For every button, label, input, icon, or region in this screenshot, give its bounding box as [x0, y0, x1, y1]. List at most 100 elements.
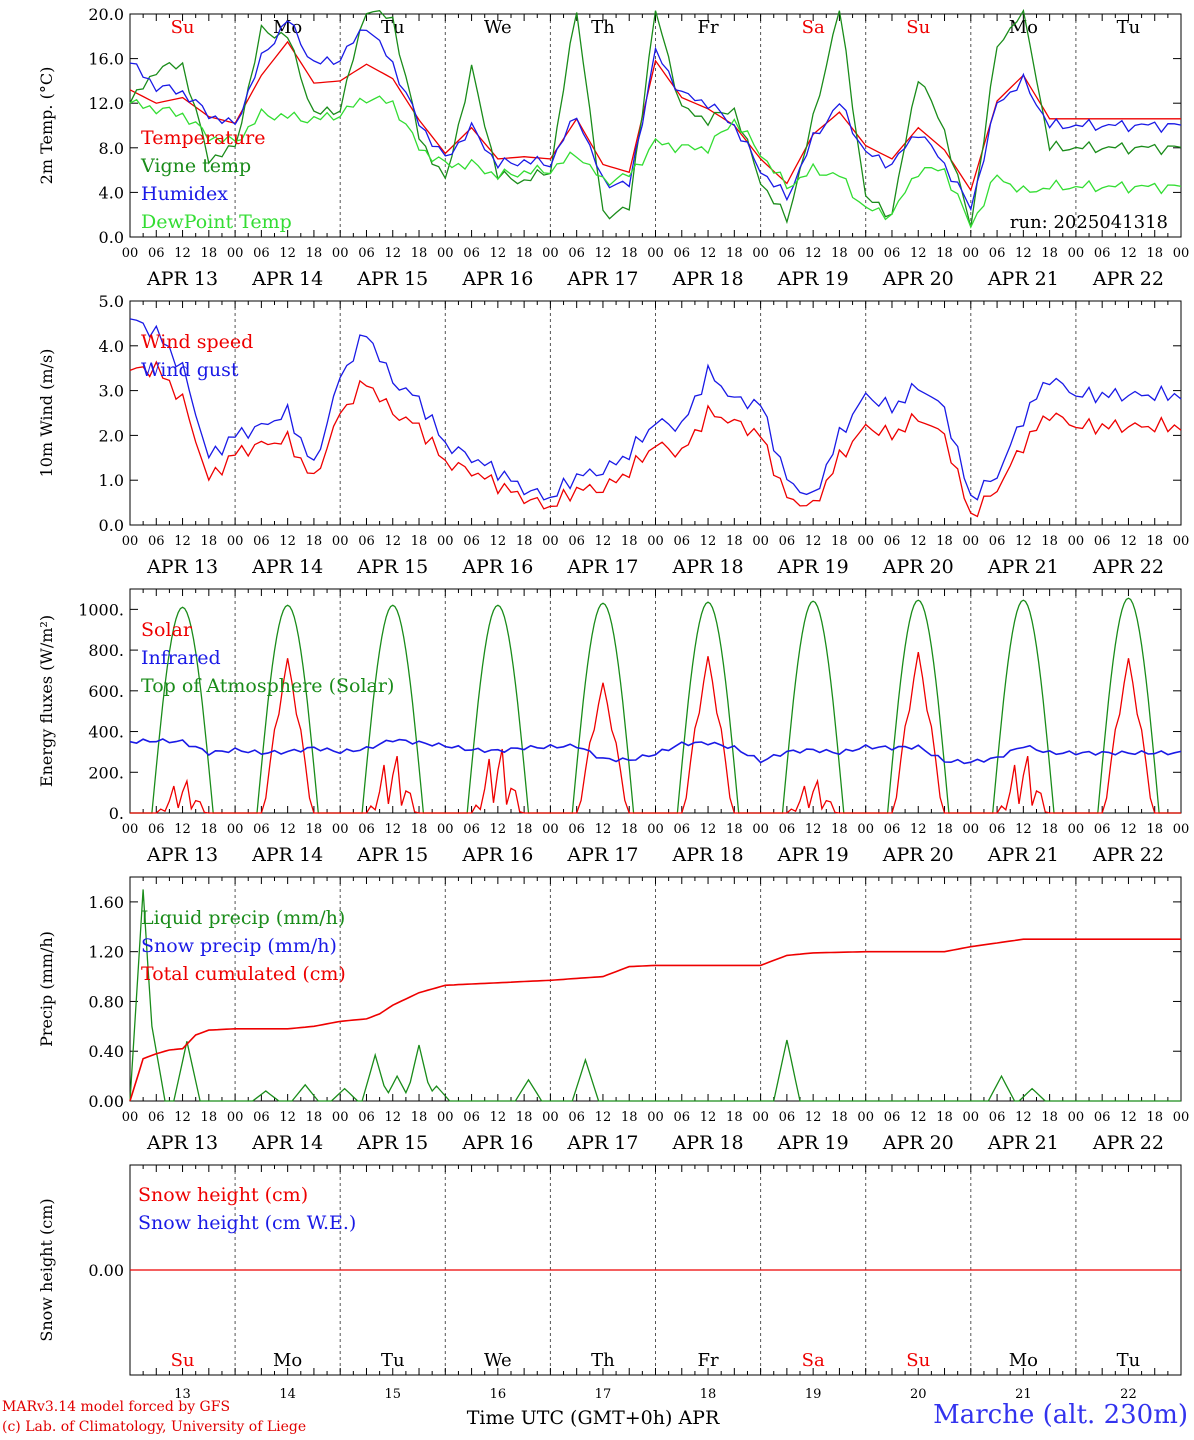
date-label: APR 13 — [146, 556, 218, 578]
hour-label: 12 — [910, 534, 927, 549]
hour-label: 06 — [358, 246, 375, 261]
hour-label: 18 — [516, 822, 533, 837]
run-label: run: 2025041318 — [1010, 212, 1168, 233]
series-infrared — [129, 738, 1182, 765]
date-label: APR 14 — [251, 844, 323, 866]
y-tick-label: 4.0 — [99, 183, 124, 202]
legend-entry: Temperature — [141, 127, 265, 149]
day-number: 19 — [805, 1387, 822, 1402]
hour-label: 06 — [568, 246, 585, 261]
hour-label: 00 — [332, 822, 349, 837]
hour-label: 18 — [1041, 534, 1058, 549]
legend-entry: Snow height (cm) — [138, 1184, 308, 1206]
date-label: APR 16 — [461, 844, 533, 866]
day-number: 14 — [279, 1387, 296, 1402]
date-label: APR 19 — [777, 1132, 849, 1154]
legend-entry: Humidex — [141, 183, 228, 205]
hour-label: 06 — [884, 534, 901, 549]
y-tick-label: 400. — [88, 723, 124, 742]
date-label: APR 16 — [461, 556, 533, 578]
legend-entry: Total cumulated (cm) — [141, 963, 346, 985]
hour-label: 00 — [1173, 534, 1190, 549]
y-tick-label: 1.20 — [88, 943, 124, 962]
y-axis-label: Energy fluxes (W/m²) — [37, 615, 56, 787]
date-label: APR 17 — [566, 268, 638, 290]
date-label: APR 17 — [566, 844, 638, 866]
hour-label: 18 — [516, 246, 533, 261]
date-label: APR 20 — [882, 556, 954, 578]
y-axis-label: Snow height (cm) — [37, 1198, 56, 1341]
hour-label: 12 — [490, 246, 507, 261]
legend-entry: Vigne temp — [140, 155, 251, 177]
hour-label: 12 — [1015, 534, 1032, 549]
hour-label: 18 — [831, 534, 848, 549]
hour-label: 12 — [805, 822, 822, 837]
hour-label: 18 — [1146, 246, 1163, 261]
y-axis-label: Precip (mm/h) — [37, 931, 56, 1047]
hour-label: 18 — [726, 534, 743, 549]
hour-label: 06 — [358, 1110, 375, 1125]
date-label: APR 18 — [672, 268, 744, 290]
series-solar — [130, 651, 1181, 814]
date-label: APR 16 — [461, 1132, 533, 1154]
hour-label: 00 — [332, 246, 349, 261]
hour-label: 00 — [857, 822, 874, 837]
hour-label: 12 — [805, 246, 822, 261]
date-label: APR 13 — [146, 1132, 218, 1154]
weekday-label: Mo — [1009, 1350, 1038, 1371]
hour-label: 00 — [963, 246, 980, 261]
y-tick-label: 12.0 — [88, 94, 124, 113]
hour-label: 18 — [1041, 1110, 1058, 1125]
day-number: 13 — [174, 1387, 191, 1402]
hour-label: 00 — [122, 822, 139, 837]
date-label: APR 22 — [1092, 268, 1164, 290]
hour-label: 18 — [831, 246, 848, 261]
hour-label: 12 — [279, 1110, 296, 1125]
hour-label: 00 — [437, 534, 454, 549]
hour-label: 06 — [1094, 1110, 1111, 1125]
y-tick-label: 200. — [88, 763, 124, 782]
hour-label: 00 — [227, 246, 244, 261]
hour-label: 18 — [1041, 822, 1058, 837]
date-label: APR 13 — [146, 844, 218, 866]
weekday-label: Sa — [802, 1350, 825, 1371]
panel-frame-1 — [129, 300, 1182, 526]
hour-label: 06 — [674, 822, 691, 837]
hour-label: 00 — [332, 534, 349, 549]
hour-label: 00 — [857, 1110, 874, 1125]
hour-label: 12 — [279, 534, 296, 549]
y-tick-label: 0.00 — [88, 1092, 124, 1111]
hour-label: 06 — [463, 822, 480, 837]
hour-label: 12 — [279, 822, 296, 837]
hour-label: 12 — [595, 822, 612, 837]
hour-label: 00 — [1173, 822, 1190, 837]
hour-label: 18 — [201, 1110, 218, 1125]
hour-label: 06 — [674, 534, 691, 549]
weekday-label: Th — [591, 17, 615, 38]
y-axis-label: 2m Temp. (°C) — [37, 67, 56, 185]
weekday-label: Su — [906, 1350, 930, 1371]
legend-entry: Top of Atmosphere (Solar) — [141, 675, 394, 697]
hour-label: 06 — [884, 822, 901, 837]
hour-label: 06 — [674, 246, 691, 261]
date-label: APR 18 — [672, 1132, 744, 1154]
hour-label: 18 — [201, 246, 218, 261]
hour-label: 18 — [411, 1110, 428, 1125]
date-label: APR 17 — [566, 1132, 638, 1154]
hour-label: 00 — [752, 822, 769, 837]
hour-label: 00 — [1173, 246, 1190, 261]
hour-label: 18 — [936, 1110, 953, 1125]
hour-label: 00 — [1068, 534, 1085, 549]
y-tick-label: 0.80 — [88, 992, 124, 1011]
hour-label: 06 — [358, 534, 375, 549]
x-axis-label: Time UTC (GMT+0h) APR — [467, 1407, 720, 1429]
hour-label: 18 — [411, 246, 428, 261]
hour-label: 12 — [1015, 1110, 1032, 1125]
hour-label: 12 — [700, 246, 717, 261]
hour-label: 18 — [1146, 534, 1163, 549]
series-total-cumulated — [129, 938, 1181, 1102]
date-label: APR 20 — [882, 268, 954, 290]
hour-label: 00 — [647, 534, 664, 549]
hour-label: 06 — [148, 534, 165, 549]
hour-label: 06 — [568, 534, 585, 549]
